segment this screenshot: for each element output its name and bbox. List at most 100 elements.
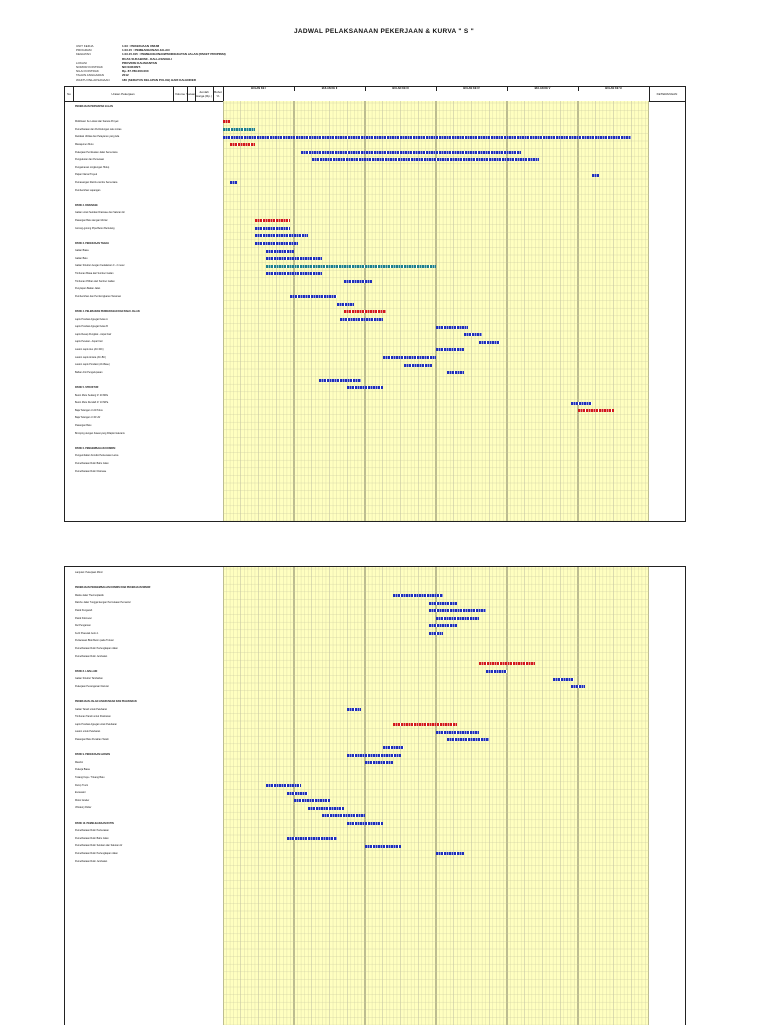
task-item: Timbunan Biasa dari Sumber Galian — [75, 272, 114, 276]
schedule-bar — [436, 852, 465, 856]
task-item: Timbunan Pilihan dari Sumber Galian — [75, 279, 115, 283]
gantt-grid — [223, 101, 649, 521]
schedule-bar — [478, 340, 500, 344]
schedule-bar — [254, 242, 298, 245]
task-item: Beton Mutu Sedang fc' 20 MPa — [75, 393, 109, 397]
header-uraian: Uraian Pekerjaan — [73, 87, 174, 101]
section-heading: PEKERJAAN JALAN LINGKUNGAN DAN PELEBARAN — [75, 700, 137, 704]
header-bobot: Bobot % — [213, 87, 224, 101]
task-item: Laston Lapis Aus (AC-WC) — [75, 348, 104, 351]
schedule-bar — [230, 143, 255, 147]
task-item: Baja Tulangan U 24 Polos — [75, 408, 103, 412]
info-value: NO:03/KONT. — [122, 65, 141, 70]
info-label: UNIT KERJA — [76, 44, 94, 48]
schedule-bar — [592, 173, 600, 177]
task-item: Lapis Resap Pengikat - Aspal Cair — [75, 332, 112, 336]
schedule-bar — [553, 677, 575, 681]
header-volume: Volume — [173, 87, 188, 101]
info-value: 1.03 : PEKERJAAN UMUM — [122, 44, 160, 48]
schedule-bar — [478, 662, 536, 666]
section-heading: DIVISI 2. DRAINASE — [75, 203, 98, 207]
task-item: Pekerjaan Penanganan Darurat — [75, 684, 109, 688]
section-heading: DIVISI 8. LAIN-LAIN — [75, 669, 98, 673]
month-label: BULAN KE II — [294, 87, 366, 91]
info-row: TAHUN ANGGARAN 2012 — [76, 73, 226, 77]
task-item: Galian untuk Selokan Drainase dan Salura… — [75, 211, 125, 215]
info-value: 180 (SERATUS DELAPAN PULUH) HARI KALENDE… — [122, 77, 196, 82]
task-item: Lapis Pondasi Agregat Kelas B — [75, 325, 108, 329]
gantt-grid-continued — [223, 567, 649, 1025]
schedule-bar — [446, 371, 465, 375]
schedule-bar — [223, 120, 231, 124]
task-item — [75, 437, 171, 445]
task-item: Lanjutan: Pekerjaan Minor — [75, 571, 103, 574]
info-value: PROVINSI KALIMANTAN — [122, 60, 157, 65]
month-label: BULAN KE I — [223, 87, 295, 91]
task-item: Timbunan Tanah untuk Pelebaran — [75, 715, 111, 719]
schedule-bar — [343, 280, 373, 283]
section-heading: PEKERJAAN PENGEMBALIAN KONDISI DAN PEKER… — [75, 586, 151, 590]
schedule-bar — [428, 624, 458, 628]
schedule-bar — [436, 616, 479, 620]
schedule-bar — [318, 378, 362, 382]
task-item: Pekerja Biasa — [75, 768, 90, 772]
task-item: Pekerjaan Pembuatan Jalan Sementara — [75, 150, 118, 154]
task-item: Perkerasan Blok Beton pada Trotoar — [75, 639, 114, 643]
task-item: Mandor — [75, 760, 84, 764]
schedule-bar — [347, 822, 383, 825]
task-item: Pemeliharaan Rutin Bahu Jalan — [75, 836, 109, 840]
schedule-bar — [223, 128, 255, 131]
task-item: Laston Lapis Antara (AC-BC) — [75, 355, 106, 359]
task-item: Galian Struktur Tambahan — [75, 677, 103, 681]
schedule-bar — [393, 723, 458, 727]
task-item: Papan Nama Proyek — [75, 173, 98, 177]
task-item: Vibratory Roller — [75, 806, 92, 810]
schedule-bar — [428, 601, 458, 605]
task-item — [75, 691, 171, 699]
task-item: Patok Pengarah — [75, 608, 93, 612]
section-heading: DIVISI 4. PELEBARAN PERKERASAN DAN BAHU … — [75, 310, 140, 314]
task-item: Galian Struktur dengan Kedalaman 0 - 2 m… — [75, 264, 125, 268]
schedule-bar — [322, 814, 365, 818]
task-item: Pemeliharaan Rutin Perlengkapan Jalan — [75, 851, 118, 855]
task-item: Pemeliharaan Rutin Perlengkapan Jalan — [75, 646, 118, 650]
info-label: KEGIATAN — [76, 52, 91, 57]
schedule-bar — [382, 746, 405, 749]
header-waktu — [223, 87, 650, 101]
schedule-bar — [578, 409, 614, 413]
task-item: Laston Lapis Pondasi (AC-Base) — [75, 363, 110, 367]
header-keterangan: KETERANGAN — [656, 92, 678, 96]
task-item: Pembersihan dan Pembongkaran Tanaman — [75, 294, 122, 298]
task-item: Pemeliharaan Rutin Perkerasan — [75, 829, 109, 833]
task-item: Excavator — [75, 791, 86, 795]
task-item: Galian Batu — [75, 256, 88, 260]
section-heading: DIVISI 3. PEKERJAAN TANAH — [75, 241, 109, 245]
task-item: Galian Tanah untuk Pelebaran — [75, 707, 108, 711]
task-item — [75, 194, 171, 202]
schedule-bar — [223, 135, 632, 139]
section-heading: DIVISI 5. STRUKTUR — [75, 385, 99, 389]
gantt-svg — [223, 567, 649, 1025]
info-value: Rp. 87.789.000.000 — [122, 69, 149, 74]
schedule-bar — [485, 670, 507, 673]
schedule-bar — [265, 272, 323, 276]
task-item: Pemasangan Rambu-rambu Sementara — [75, 180, 118, 184]
schedule-bar — [254, 234, 309, 238]
schedule-bar — [436, 348, 465, 352]
task-item — [75, 744, 171, 752]
gantt-svg — [223, 101, 649, 521]
schedule-bar — [254, 226, 291, 230]
schedule-bar — [404, 363, 433, 367]
schedule-bar — [428, 609, 486, 613]
task-item: Bronjong dengan Kawat yang Dilapisi Galv… — [75, 431, 125, 435]
task-item: Laston untuk Pelebaran — [75, 730, 101, 734]
schedule-bar — [347, 708, 362, 711]
task-item: Pasangan Batu dengan Mortar — [75, 218, 108, 222]
schedule-page-1: JADWAL PELAKSANAAN PEKERJAAN & KURVA " S… — [64, 28, 686, 522]
task-item: Motor Grader — [75, 798, 90, 802]
document-title: JADWAL PELAKSANAAN PEKERJAAN & KURVA " S… — [294, 28, 474, 35]
schedule-bar — [286, 837, 337, 841]
project-info-block: UNIT KERJA 1.03 : PEKERJAAN UMUM PROGRAM 1.… — [76, 44, 226, 82]
info-row: WAKTU PELAKSANAAN 180 (SERATUS DELAPAN PU… — [76, 78, 226, 82]
month-label: BULAN KE V — [507, 87, 579, 91]
